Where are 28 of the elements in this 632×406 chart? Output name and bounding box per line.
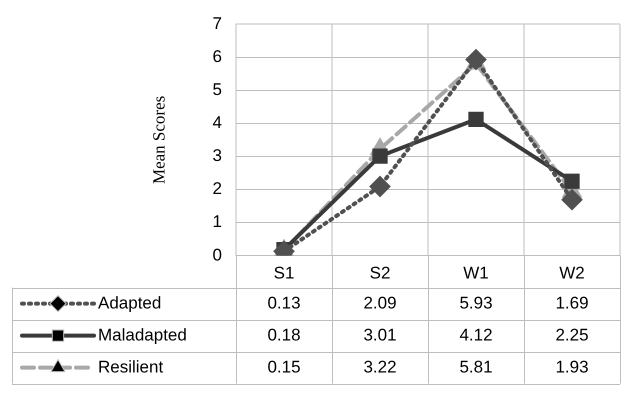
x-tick-label: W1 <box>463 263 489 282</box>
data-label: 1.69 <box>555 293 589 312</box>
y-tick-label: 4 <box>212 113 222 132</box>
data-label: 1.93 <box>555 357 589 376</box>
data-label: 0.18 <box>267 325 301 344</box>
y-tick-label: 6 <box>212 46 222 66</box>
y-tick-label: 1 <box>212 212 222 232</box>
x-tick-label: S2 <box>370 263 390 282</box>
y-tick-label: 3 <box>212 146 222 166</box>
data-label: 5.81 <box>459 357 493 376</box>
y-axis-title: Mean Scores <box>150 96 169 184</box>
legend-label: Adapted <box>98 293 162 312</box>
y-tick-label: 0 <box>212 245 222 264</box>
y-tick-label: 2 <box>212 179 222 198</box>
legend-label: Resilient <box>98 357 164 376</box>
data-label: 5.93 <box>459 293 493 312</box>
data-label: 0.13 <box>267 293 301 312</box>
x-tick-label: S1 <box>274 263 294 282</box>
data-label: 2.25 <box>555 325 589 344</box>
data-label: 3.22 <box>363 357 397 376</box>
y-tick-label: 7 <box>212 14 222 33</box>
legend-label: Maladapted <box>98 325 187 344</box>
x-tick-label: W2 <box>559 263 585 282</box>
data-label: 0.15 <box>267 357 301 376</box>
y-tick-label: 5 <box>212 80 222 99</box>
data-label: 3.01 <box>363 325 397 344</box>
data-label: 4.12 <box>459 325 493 344</box>
data-label: 2.09 <box>363 293 397 312</box>
